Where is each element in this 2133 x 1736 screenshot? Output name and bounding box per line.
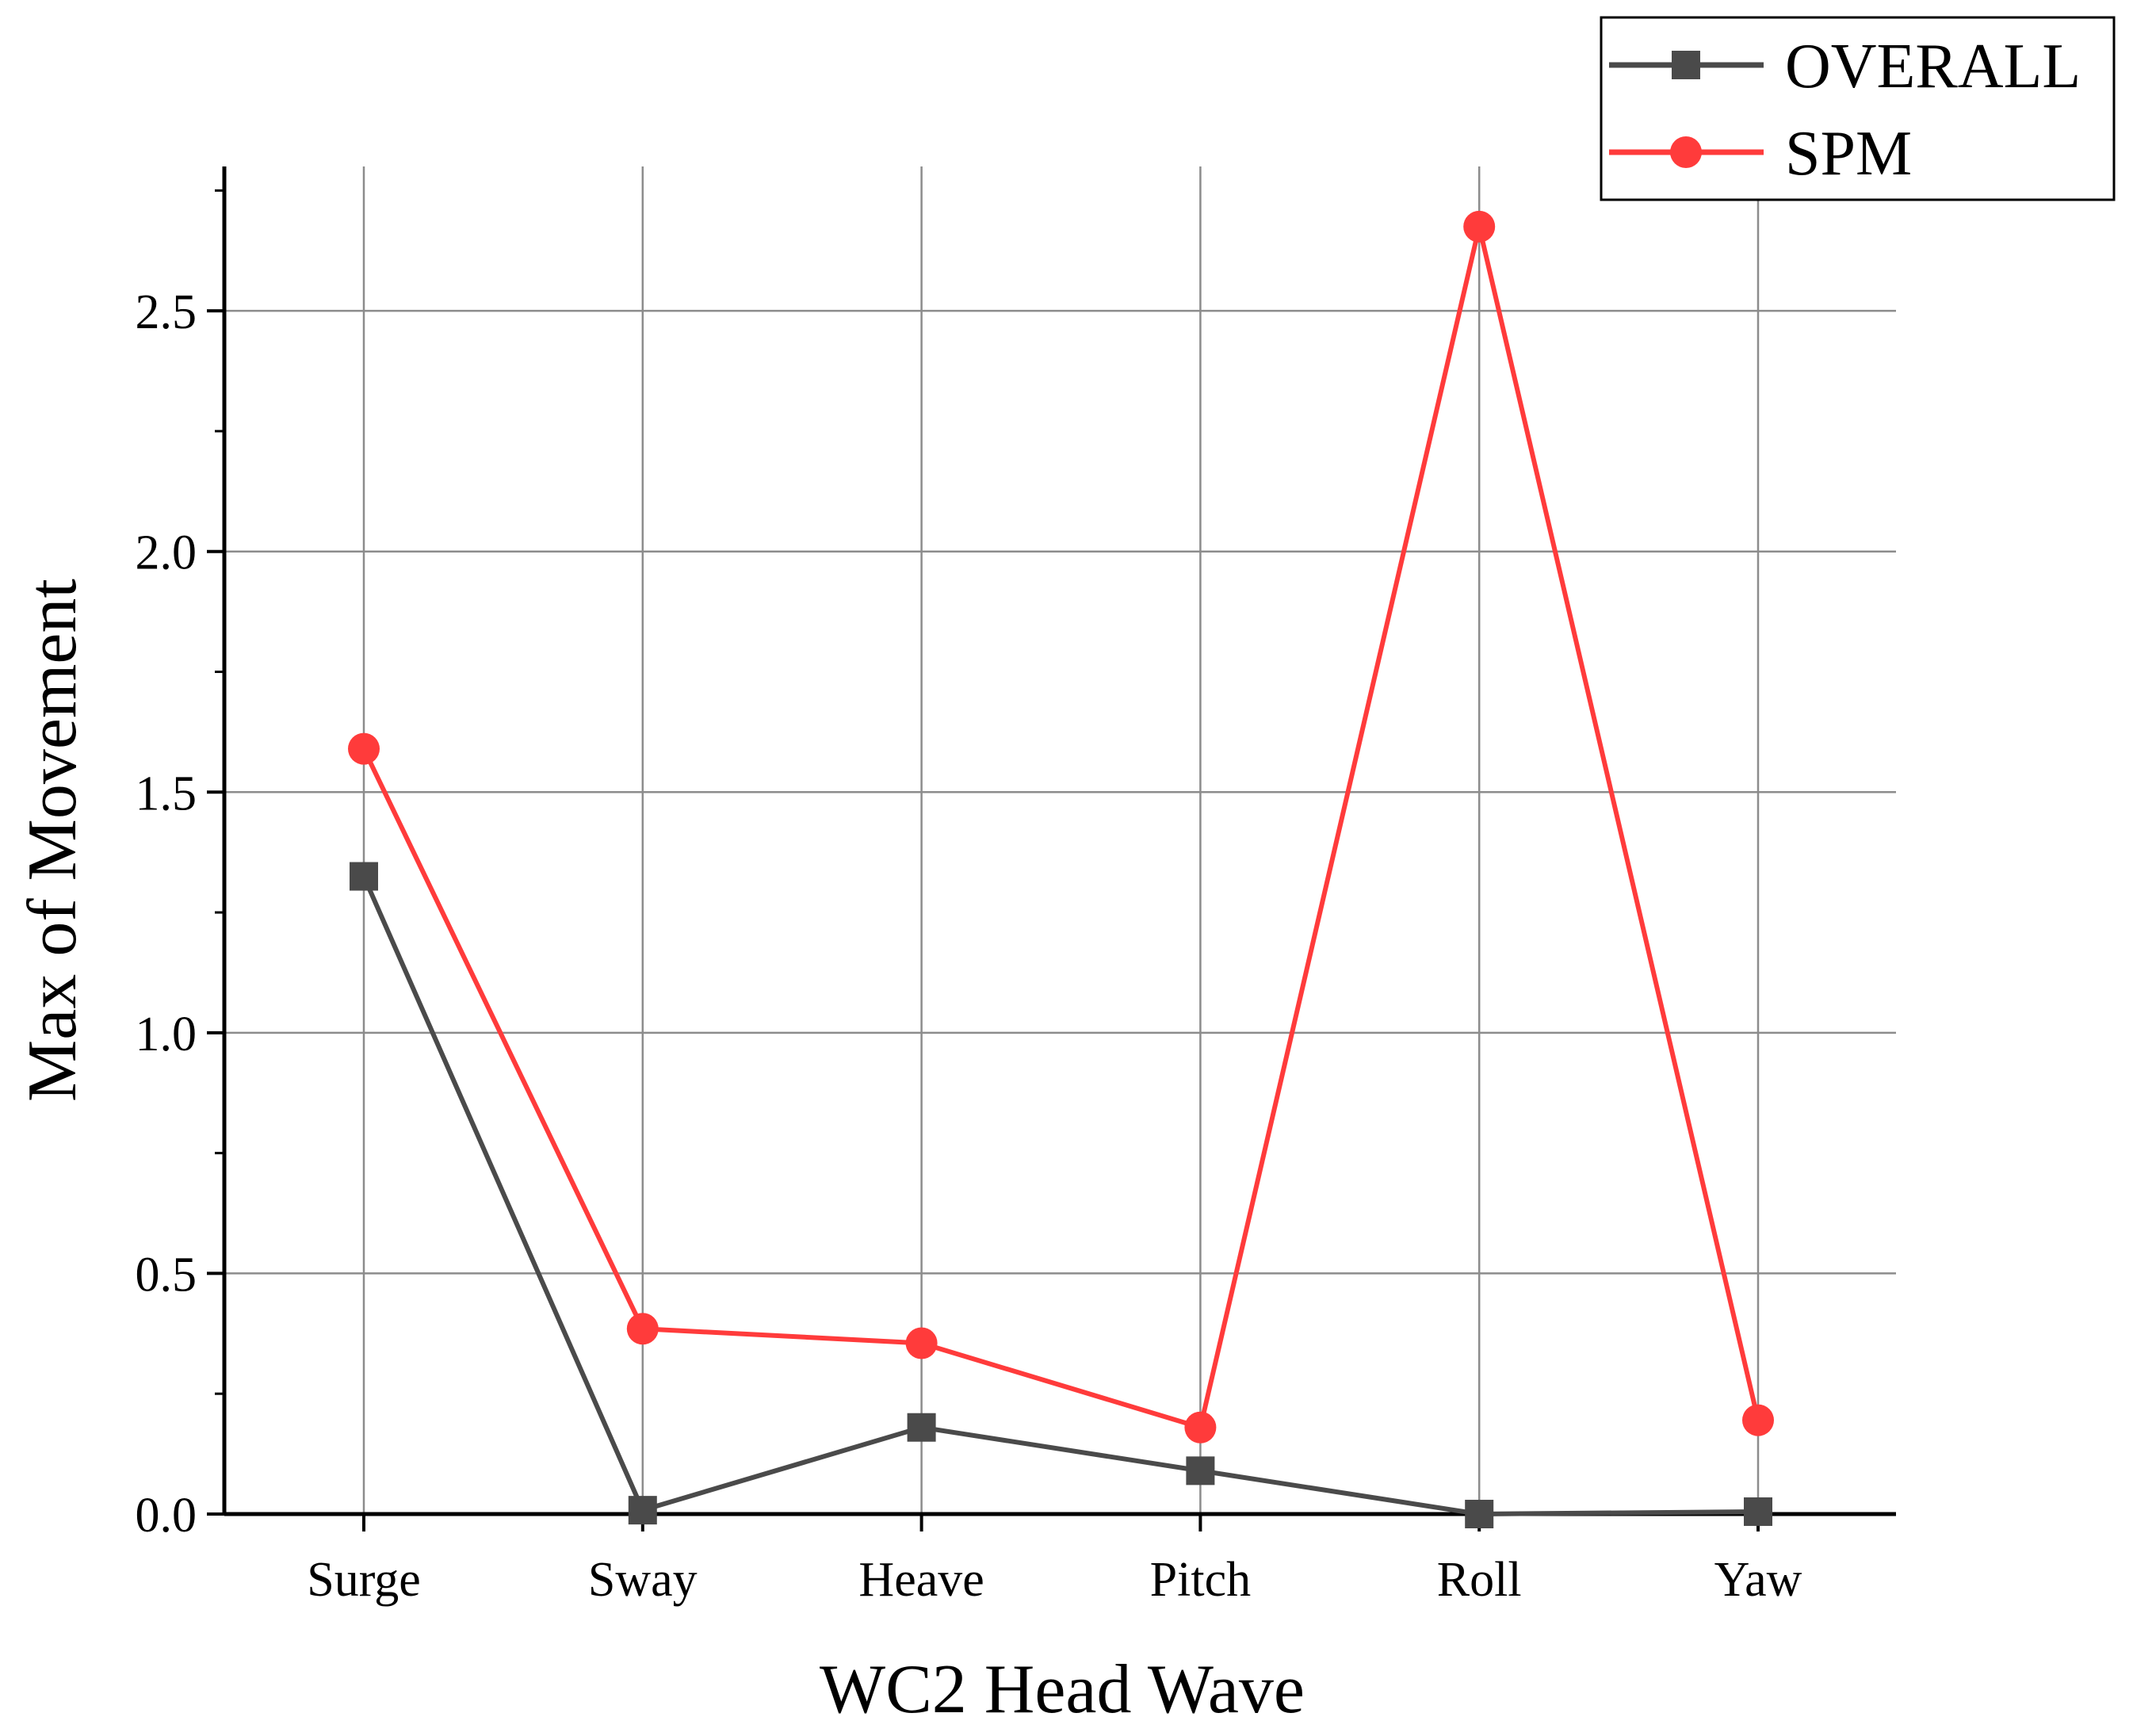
data-point-overall	[1186, 1456, 1215, 1486]
y-tick-label: 1.0	[136, 1008, 197, 1061]
legend-overall-label: OVERALL	[1785, 32, 2081, 101]
data-point-overall	[907, 1413, 936, 1442]
data-point-overall	[1744, 1497, 1772, 1526]
ticks: 0.0 0.5 1.0 1.5 2.0 2.5 Surge Sway Heave Pitch Rol…	[136, 189, 1802, 1607]
legend-spm-label: SPM	[1785, 119, 1912, 189]
x-axis-title: WC2 Head Wave	[820, 1651, 1305, 1728]
data-point-overall	[628, 1496, 657, 1525]
data-point-overall	[350, 862, 378, 891]
x-tick-label: Sway	[588, 1553, 698, 1607]
series-layer	[348, 210, 1774, 1528]
legend-box	[1600, 16, 2116, 201]
y-tick-label: 2.5	[136, 285, 197, 339]
y-tick-label: 0.5	[136, 1248, 197, 1302]
data-point-spm	[348, 732, 380, 765]
y-tick-label: 2.0	[136, 526, 197, 580]
x-tick-label: Yaw	[1714, 1553, 1802, 1607]
y-tick-label: 0.0	[136, 1489, 197, 1543]
x-tick-label: Surge	[307, 1553, 421, 1607]
series-line-spm	[361, 224, 1760, 1430]
x-tick-label: Roll	[1437, 1553, 1522, 1607]
data-point-spm	[1184, 1411, 1217, 1443]
legend-spm-marker	[1670, 136, 1702, 168]
data-point-spm	[1463, 210, 1496, 243]
data-point-spm	[905, 1327, 938, 1359]
legend-overall-marker	[1672, 51, 1700, 79]
y-tick-label: 1.5	[136, 767, 197, 820]
legend: OVERALL SPM	[1600, 16, 2116, 201]
data-point-spm	[626, 1313, 659, 1345]
series-line-overall	[361, 875, 1759, 1516]
grid	[224, 166, 1896, 1514]
y-axis-title: Max of Movement	[14, 579, 91, 1102]
x-tick-label: Pitch	[1150, 1553, 1251, 1607]
data-point-overall	[1465, 1500, 1494, 1528]
x-tick-label: Heave	[858, 1553, 984, 1607]
data-point-spm	[1742, 1404, 1774, 1436]
